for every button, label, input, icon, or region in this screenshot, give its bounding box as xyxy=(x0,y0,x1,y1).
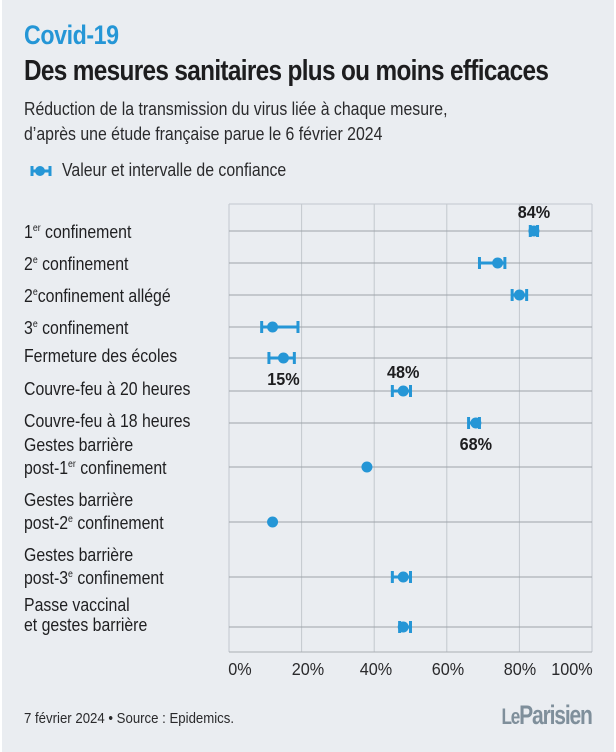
data-point xyxy=(513,289,525,301)
category-label: 3e confinement xyxy=(24,318,129,338)
legend-label: Valeur et intervalle de confiance xyxy=(62,160,287,180)
x-tick-label: 20% xyxy=(292,659,324,679)
x-tick-label: 80% xyxy=(504,659,536,679)
data-point xyxy=(267,321,279,333)
value-annotation: 15% xyxy=(267,369,299,389)
category-label: Gestes barrière post-2e confinement xyxy=(24,490,164,533)
data-point xyxy=(470,417,482,429)
category-label: Couvre-feu à 18 heures xyxy=(24,411,191,431)
value-annotation: 48% xyxy=(387,362,419,382)
le-parisien-logo: LeParisien xyxy=(501,700,593,730)
subtitle-line-2: d’après une étude française parue le 6 f… xyxy=(24,124,383,144)
chart-subtitle: Réduction de la transmission du virus li… xyxy=(24,97,448,147)
data-point xyxy=(397,571,409,583)
category-label: Gestes barrière post-3e confinement xyxy=(24,545,164,588)
kicker: Covid-19 xyxy=(24,20,119,50)
x-tick-label: 0% xyxy=(228,659,251,679)
data-point xyxy=(397,385,409,397)
category-label: Gestes barrière post-1er confinement xyxy=(24,435,167,478)
value-annotation: 68% xyxy=(460,434,492,454)
data-point xyxy=(267,516,279,528)
data-point xyxy=(528,225,540,237)
category-label: Passe vaccinal et gestes barrière xyxy=(24,595,148,635)
data-point xyxy=(492,257,504,269)
category-label: 1er confinement xyxy=(24,222,132,242)
subtitle-line-1: Réduction de la transmission du virus li… xyxy=(24,99,448,119)
x-tick-label: 60% xyxy=(432,659,464,679)
legend: Valeur et intervalle de confiance xyxy=(30,160,317,181)
category-label: Couvre-feu à 20 heures xyxy=(24,379,191,399)
chart-title: Des mesures sanitaires plus ou moins eff… xyxy=(24,55,549,87)
value-annotation: 84% xyxy=(518,202,550,222)
category-label: 2e confinement xyxy=(24,254,129,274)
dot-with-error-bar-icon xyxy=(30,165,52,176)
category-label: Fermeture des écoles xyxy=(24,346,178,366)
source-note: 7 février 2024 • Source : Epidemics. xyxy=(24,710,235,727)
x-tick-label: 100% xyxy=(551,659,592,679)
data-point xyxy=(397,621,409,633)
data-point xyxy=(277,352,289,364)
x-tick-label: 40% xyxy=(360,659,392,679)
chart-plot: 0% 20% 40% 60% 80% 100% 84% 15% 48% 68% xyxy=(228,202,592,679)
data-point xyxy=(361,461,373,473)
category-label: 2econfinement allégé xyxy=(24,286,171,306)
